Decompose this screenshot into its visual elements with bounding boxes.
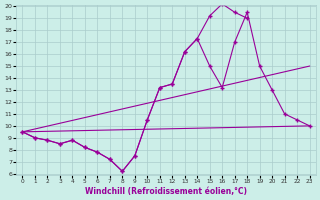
X-axis label: Windchill (Refroidissement éolien,°C): Windchill (Refroidissement éolien,°C) bbox=[85, 187, 247, 196]
